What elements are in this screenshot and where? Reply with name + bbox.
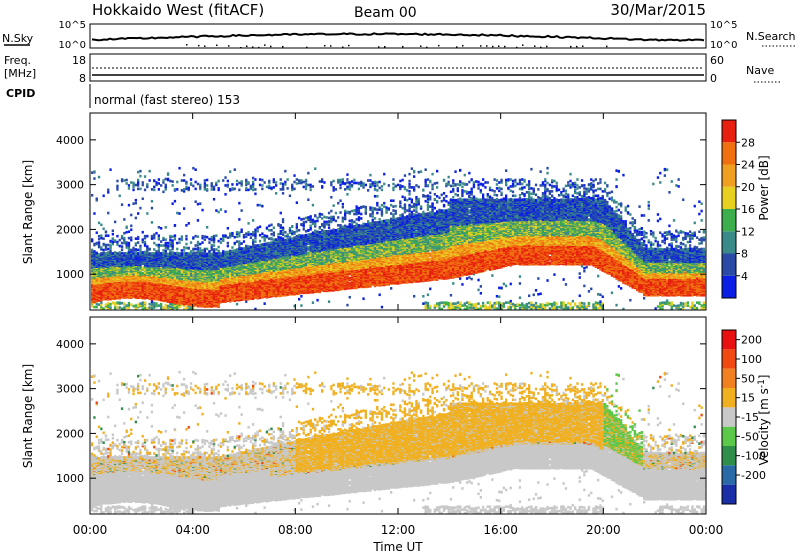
colorbar-segment — [722, 276, 736, 298]
beam-title: Beam 00 — [354, 5, 417, 21]
colorbar-tick-label: 8 — [741, 248, 748, 261]
nave-tick-top: 60 — [710, 54, 724, 67]
colorbar-segment — [722, 388, 736, 407]
velocity-colorbar-label: Velocity [m s-1] — [757, 375, 771, 466]
y-tick-label: 1000 — [56, 268, 84, 281]
colorbar-tick-label: 28 — [741, 136, 755, 149]
colorbar-segment — [722, 330, 736, 349]
colorbar-tick-label: 16 — [741, 203, 755, 216]
time-tick-label: 12:00 — [381, 523, 416, 537]
nsky-tick-bottom-right: 10^0 — [710, 40, 737, 51]
colorbar-segment — [722, 120, 736, 142]
y-tick-label: 3000 — [56, 179, 84, 192]
power-colorbar-label: Power [dB] — [757, 155, 771, 220]
power-ylabel: Slant Range [km] — [21, 160, 35, 264]
power-colorbar: 4 8 12 16 20 24 28 — [722, 120, 755, 298]
velocity-ylabel: Slant Range [km] — [21, 364, 35, 468]
colorbar-segment — [722, 231, 736, 253]
time-tick-label: 20:00 — [586, 523, 621, 537]
colorbar-segment — [722, 485, 736, 504]
date-title: 30/Mar/2015 — [610, 1, 706, 19]
nsearch-label: N.Search — [746, 30, 796, 43]
colorbar-segment — [722, 187, 736, 209]
power-data-field — [91, 167, 705, 310]
colorbar-segment — [722, 369, 736, 388]
nave-label: Nave — [746, 64, 774, 77]
y-tick-label: 4000 — [56, 338, 84, 351]
nave-tick-bottom: 0 — [710, 72, 717, 85]
colorbar-tick-label: 4 — [741, 270, 748, 283]
time-tick-label: 00:00 — [73, 523, 108, 537]
cpid-label: CPID — [6, 87, 35, 100]
colorbar-segment — [722, 349, 736, 368]
time-axis-labels: 00:00 04:00 08:00 12:00 16:00 20:00 00:00 — [73, 523, 724, 537]
time-axis-title: Time UT — [372, 540, 423, 554]
freq-unit-label: [MHz] — [4, 67, 36, 80]
colorbar-segment — [722, 209, 736, 231]
freq-tick-top: 18 — [72, 54, 86, 67]
time-tick-label: 00:00 — [689, 523, 724, 537]
velocity-panel: 1000 2000 3000 4000 Slant Range [km] 200 100… — [21, 317, 771, 514]
colorbar-segment — [722, 254, 736, 276]
colorbar-segment — [722, 165, 736, 187]
nsky-tick-bottom: 10^0 — [59, 40, 86, 51]
cpid-text: normal (fast stereo) 153 — [94, 93, 240, 107]
colorbar-segment — [722, 407, 736, 426]
colorbar-tick-label: 200 — [741, 334, 762, 347]
y-tick-label: 3000 — [56, 383, 84, 396]
nsky-panel: N.Sky 10^5 10^0 10^5 10^0 N.Search — [2, 20, 796, 51]
colorbar-tick-label: -200 — [741, 469, 766, 482]
freq-label: Freq. — [4, 54, 31, 67]
colorbar-tick-label: 100 — [741, 353, 762, 366]
y-tick-label: 1000 — [56, 472, 84, 485]
nsky-label: N.Sky — [2, 32, 34, 45]
freq-panel: Freq. [MHz] 18 8 60 0 Nave — [4, 54, 780, 85]
nsky-trace — [92, 33, 704, 40]
colorbar-tick-label: 24 — [741, 159, 755, 172]
y-tick-label: 2000 — [56, 223, 84, 236]
velocity-data-field — [91, 371, 705, 514]
colorbar-tick-label: 50 — [741, 372, 755, 385]
y-tick-label: 4000 — [56, 134, 84, 147]
station-title: Hokkaido West (fitACF) — [92, 1, 264, 19]
colorbar-segment — [722, 142, 736, 164]
colorbar-segment — [722, 427, 736, 446]
colorbar-tick-label: 12 — [741, 225, 755, 238]
colorbar-segment — [722, 465, 736, 484]
freq-tick-bottom: 8 — [79, 72, 86, 85]
nsky-tick-top: 10^5 — [59, 20, 86, 31]
colorbar-tick-label: 20 — [741, 181, 755, 194]
colorbar-tick-label: 15 — [741, 392, 755, 405]
time-tick-label: 04:00 — [175, 523, 210, 537]
power-panel: 1000 2000 3000 4000 Slant Range [km] 4 8 12 16… — [21, 113, 771, 310]
time-tick-label: 16:00 — [483, 523, 518, 537]
nsky-tick-top-right: 10^5 — [710, 20, 737, 31]
time-tick-label: 08:00 — [278, 523, 313, 537]
colorbar-segment — [722, 446, 736, 465]
y-tick-label: 2000 — [56, 427, 84, 440]
